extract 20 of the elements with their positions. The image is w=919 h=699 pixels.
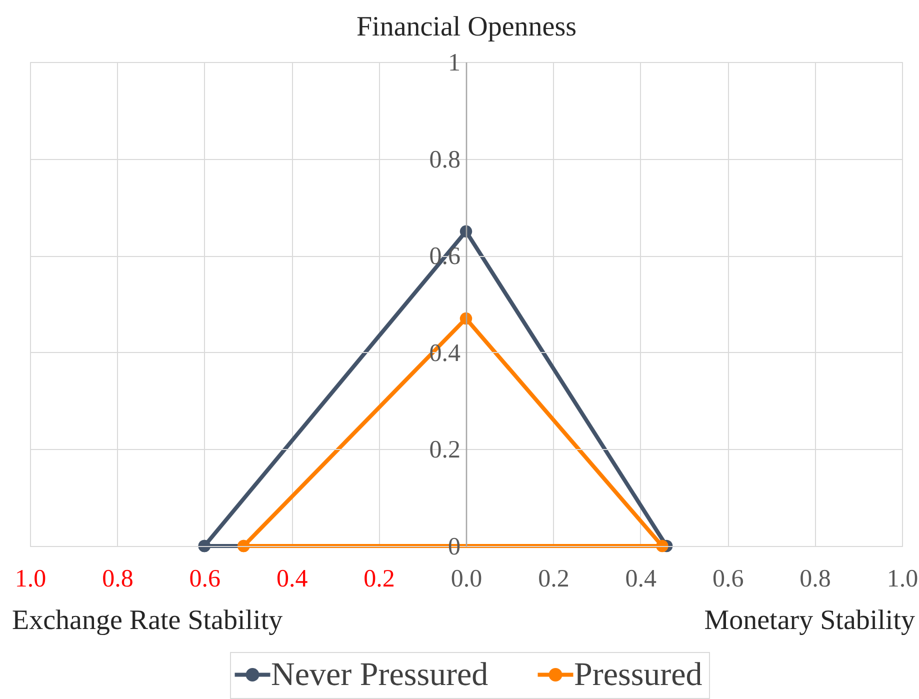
text: Exchange Rate Stability	[12, 605, 283, 636]
legend-label: Pressured	[574, 656, 703, 693]
x-tick-label: 0.2	[538, 566, 570, 592]
x-tick-label: 0.2	[364, 566, 395, 592]
x-tick-label: 0.8	[102, 566, 134, 592]
x-tick-label: 1.0	[14, 566, 46, 592]
y-tick-label: 1	[448, 50, 460, 76]
y-tick-label: 0.2	[429, 436, 460, 464]
x-tick-label: 1.0	[886, 566, 918, 592]
text: Monetary Stability	[704, 605, 915, 636]
x-tick-label: 0.6	[189, 566, 221, 592]
y-tick-label: 0.4	[429, 340, 461, 367]
x-tick-label: 0.6	[712, 566, 744, 592]
y-tick-label: 0.8	[429, 146, 460, 174]
x-tick-label: 0.4	[625, 566, 658, 592]
x-tick-label: 0.0	[450, 566, 482, 592]
x-tick-label: 0.4	[276, 566, 308, 592]
y-axis-title: Financial Openness	[356, 12, 577, 42]
x-tick-label: 0.8	[800, 566, 831, 592]
legend-label: Never Pressured	[271, 656, 489, 693]
